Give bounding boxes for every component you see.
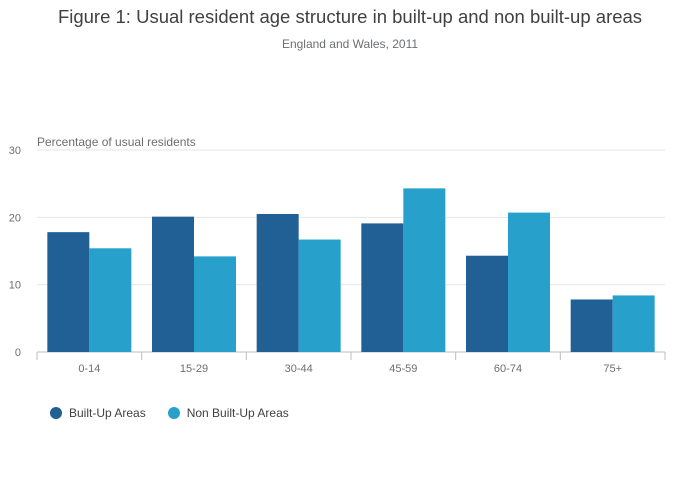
x-tick-label: 0-14 — [78, 363, 100, 375]
chart-subtitle: England and Wales, 2011 — [281, 37, 419, 51]
x-tick-label: 15-29 — [180, 363, 208, 375]
chart-title: Figure 1: Usual resident age structure i… — [57, 6, 643, 27]
bar-non-built-up-60-74 — [508, 212, 550, 352]
legend-swatch-non-built-up — [167, 407, 180, 419]
legend-item-non-built-up[interactable]: Non Built-Up Areas — [167, 406, 289, 420]
legend-swatch-built-up — [50, 407, 62, 419]
bar-built-up-15-29 — [152, 216, 194, 352]
y-tick-label: 20 — [9, 212, 21, 224]
bar-non-built-up-0-14 — [89, 248, 132, 352]
x-tick-label: 45-59 — [389, 363, 417, 375]
bar-built-up-0-14 — [47, 232, 90, 352]
legend-label-built-up: Built-Up Areas — [69, 406, 146, 420]
y-axis-label: Percentage of usual residents — [37, 135, 196, 149]
legend-item-built-up[interactable]: Built-Up Areas — [50, 406, 146, 420]
y-tick-label: 10 — [9, 280, 21, 292]
legend-label-non-built-up: Non Built-Up Areas — [186, 406, 289, 420]
bar-non-built-up-30-44 — [298, 239, 341, 352]
y-tick-label: 0 — [15, 347, 21, 359]
x-tick-label: 60-74 — [494, 363, 522, 375]
bar-non-built-up-15-29 — [194, 256, 236, 352]
y-tick-label: 30 — [9, 145, 21, 157]
x-tick-label: 75+ — [603, 363, 622, 375]
chart-legend: Built-Up Areas Non Built-Up Areas — [50, 406, 311, 420]
bar-built-up-75+ — [570, 299, 613, 352]
bar-built-up-45-59 — [361, 223, 404, 352]
bar-built-up-60-74 — [466, 255, 508, 352]
bar-non-built-up-45-59 — [403, 188, 446, 352]
x-tick-label: 30-44 — [285, 363, 313, 375]
bar-non-built-up-75+ — [612, 295, 655, 352]
bar-built-up-30-44 — [256, 213, 299, 352]
